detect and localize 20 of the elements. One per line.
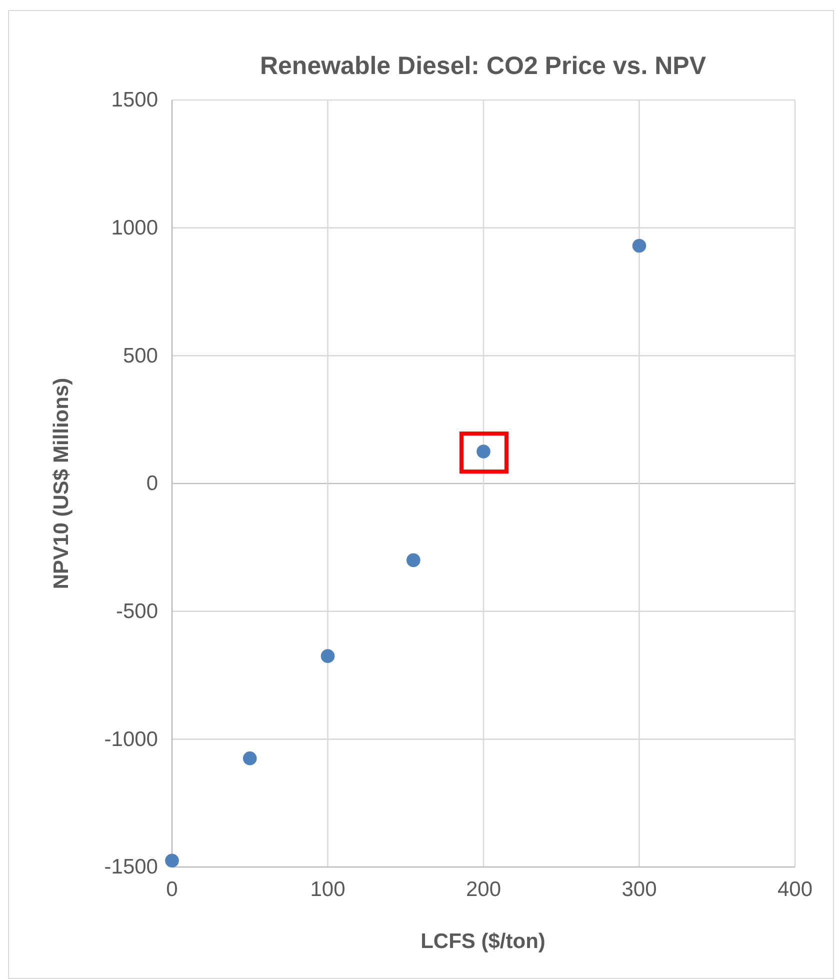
y-tick-label: 0 — [146, 472, 158, 496]
point — [165, 854, 179, 868]
y-tick-label: 500 — [122, 344, 158, 368]
point — [406, 553, 420, 568]
y-tick-label: -1000 — [104, 728, 158, 751]
x-tick-label: 200 — [466, 878, 502, 901]
point — [320, 649, 335, 663]
chart-title: Renewable Diesel: CO2 Price vs. NPV — [260, 52, 706, 80]
y-axis-title: NPV10 (US$ Millions) — [50, 378, 73, 590]
y-tick-label: 1500 — [111, 88, 158, 112]
x-tick-label: 400 — [777, 878, 813, 901]
x-axis-title: LCFS ($/ton) — [420, 930, 546, 953]
x-tick-label: 300 — [622, 878, 657, 901]
point — [242, 751, 257, 766]
y-tick-label: -1500 — [104, 856, 158, 879]
y-tick-label: 1000 — [111, 216, 158, 240]
x-tick-label: 0 — [166, 878, 178, 901]
y-tick-label: -500 — [116, 600, 158, 624]
x-tick-label: 100 — [310, 878, 346, 901]
point — [632, 238, 646, 253]
